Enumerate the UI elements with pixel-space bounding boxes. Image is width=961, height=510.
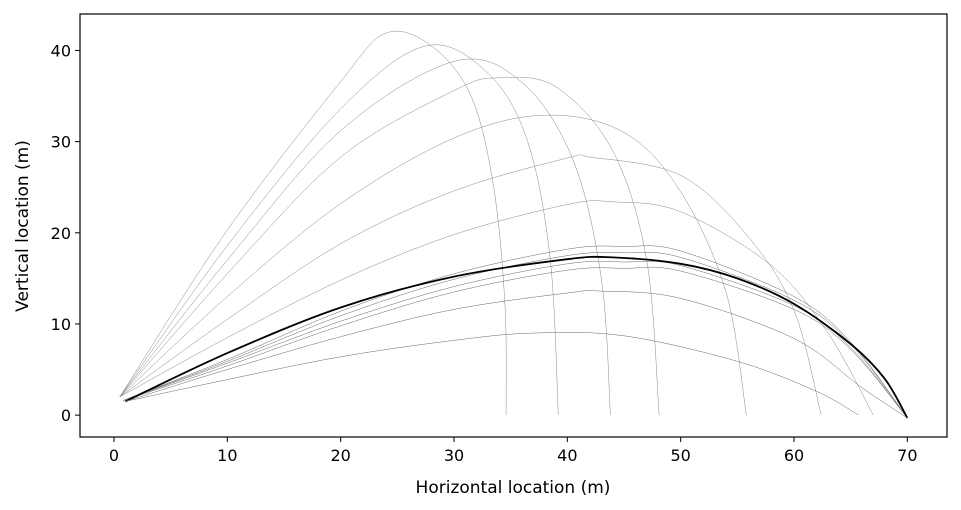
x-tick-label: 50 (670, 446, 690, 465)
x-tick-label: 70 (897, 446, 917, 465)
trajectory-line-8 (123, 245, 908, 419)
y-tick-label: 20 (51, 224, 71, 243)
x-tick-label: 60 (784, 446, 804, 465)
trajectory-line-14 (125, 332, 859, 416)
y-tick-label: 40 (51, 41, 71, 60)
x-tick-label: 40 (557, 446, 577, 465)
trajectory-line-4 (119, 76, 660, 416)
x-axis-label: Horizontal location (m) (416, 478, 611, 498)
trajectory-line-12 (124, 255, 909, 419)
trajectory-line-7 (119, 200, 874, 416)
trajectory-line-3 (119, 58, 611, 416)
x-tick-label: 10 (217, 446, 237, 465)
x-tick-label: 0 (109, 446, 119, 465)
trajectory-line-13 (125, 290, 908, 419)
y-tick-label: 30 (51, 133, 71, 152)
plot-frame (79, 13, 948, 438)
trajectory-line-11 (123, 266, 908, 419)
trajectory-line-2 (119, 44, 559, 416)
trajectory-line-9 (123, 252, 908, 419)
plot-area (80, 14, 947, 437)
trajectory-line-6 (119, 154, 822, 416)
tick-layer: 0 10 20 30 40 50 60 70 0 10 20 30 40 (51, 41, 918, 465)
x-tick-label: 30 (444, 446, 464, 465)
x-tick-label: 20 (330, 446, 350, 465)
trajectory-line-1 (119, 30, 507, 416)
series-layer (119, 30, 909, 419)
trajectory-line-5 (119, 114, 747, 416)
y-axis-label: Vertical location (m) (13, 140, 33, 312)
y-tick-label: 10 (51, 315, 71, 334)
y-tick-label: 0 (61, 406, 71, 425)
